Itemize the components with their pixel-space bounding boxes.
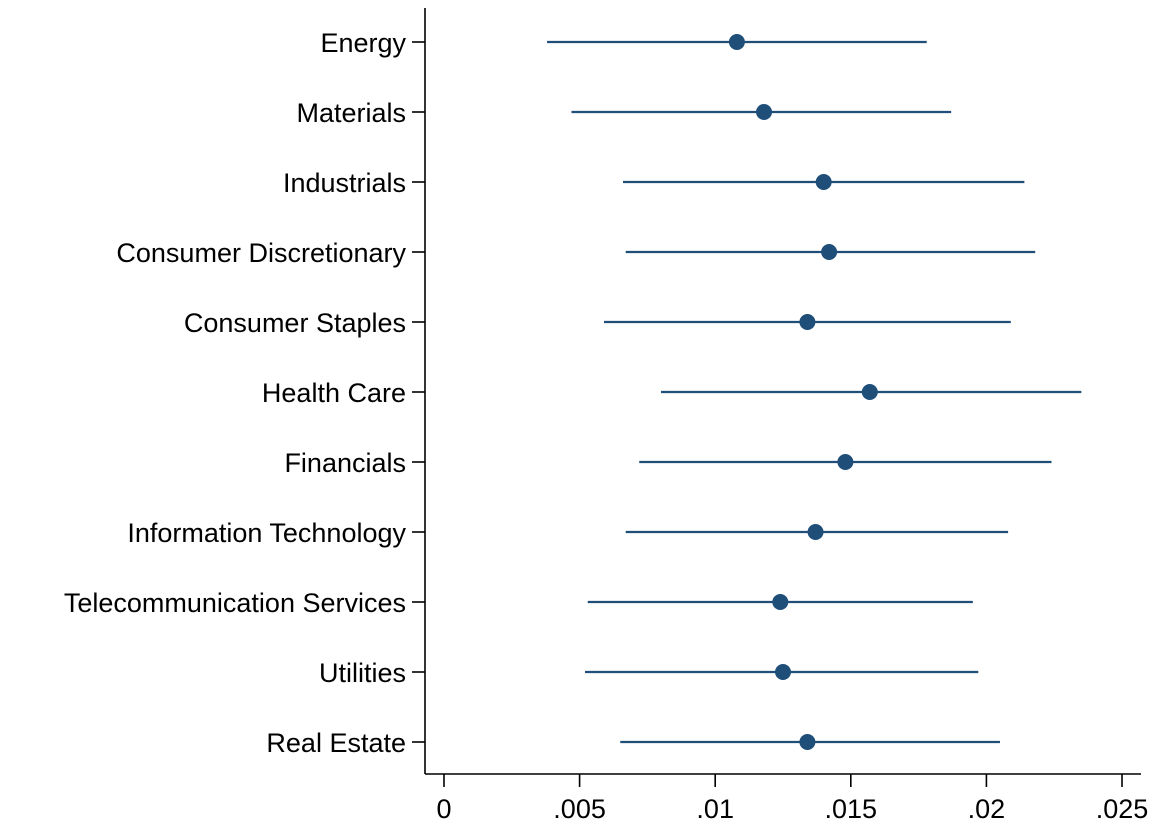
estimate-point-health-care <box>861 384 878 400</box>
estimate-point-materials <box>756 104 773 120</box>
category-label-consumer-staples: Consumer Staples <box>184 308 406 338</box>
category-label-telecommunication-services: Telecommunication Services <box>64 588 406 618</box>
x-tick-label-0p02: .02 <box>968 794 1006 824</box>
x-tick-label-0: 0 <box>436 794 451 824</box>
category-label-health-care: Health Care <box>262 378 406 408</box>
x-tick-marks: 0 .005 .01 .015 .02 .025 <box>436 774 1148 824</box>
category-label-utilities: Utilities <box>319 658 406 688</box>
estimate-point-telecommunication-services <box>772 594 789 610</box>
estimate-point-information-technology <box>807 524 824 540</box>
estimate-point-real-estate <box>799 734 816 750</box>
estimate-point-financials <box>837 454 854 470</box>
category-label-industrials: Industrials <box>283 168 406 198</box>
plot-marks <box>547 34 1082 750</box>
category-label-materials: Materials <box>296 98 406 128</box>
category-label-financials: Financials <box>284 448 406 478</box>
category-label-real-estate: Real Estate <box>266 728 406 758</box>
category-label-energy: Energy <box>320 28 406 58</box>
x-tick-label-0p005: .005 <box>553 794 606 824</box>
estimate-point-consumer-discretionary <box>821 244 838 260</box>
estimate-point-utilities <box>775 664 791 680</box>
category-labels: Energy Materials Industrials Consumer Discr… <box>64 28 425 758</box>
x-tick-label-0p015: .015 <box>825 794 878 824</box>
x-tick-label-0p025: .025 <box>1096 794 1149 824</box>
estimate-point-energy <box>728 34 745 50</box>
category-label-information-technology: Information Technology <box>127 518 406 548</box>
estimate-point-consumer-staples <box>799 314 816 330</box>
category-label-consumer-discretionary: Consumer Discretionary <box>116 238 406 268</box>
estimate-point-industrials <box>815 174 832 190</box>
x-tick-label-0p01: .01 <box>696 794 734 824</box>
